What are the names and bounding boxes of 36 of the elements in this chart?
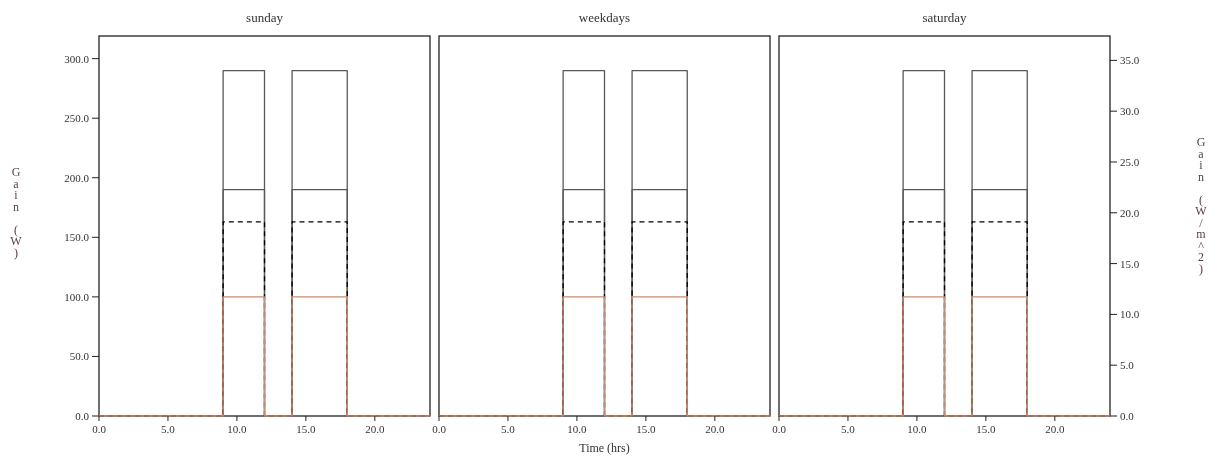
- chart-title: weekdays: [578, 10, 631, 25]
- text: 0.0: [1120, 410, 1134, 422]
- x-tick-label: 10.0: [567, 423, 588, 435]
- x-tick-label: 20.0: [705, 423, 725, 435]
- text: 5.0: [1120, 359, 1134, 372]
- x-tick-label: 20.0: [1045, 423, 1065, 435]
- x-tick-label: 5.0: [501, 423, 516, 435]
- x-axis-title: Time (hrs): [579, 441, 630, 455]
- text: 35.0: [1120, 54, 1140, 67]
- y-axis-title: Gain (W): [10, 165, 23, 260]
- chart-title: saturday: [922, 10, 968, 25]
- x-tick-label: 15.0: [636, 423, 656, 435]
- text: 10.0: [1120, 308, 1140, 321]
- y-tick-label: 0.0: [75, 410, 90, 422]
- x-tick-label: 20.0: [365, 423, 385, 435]
- y-tick-label: 100.0: [64, 290, 90, 303]
- y-tick-label: 150.0: [64, 231, 90, 244]
- text: 15.0: [1120, 257, 1140, 270]
- x-tick-label: 5.0: [841, 423, 856, 435]
- y-tick-label: 200.0: [64, 171, 90, 184]
- y-tick-label: 300.0: [64, 52, 90, 65]
- x-tick-label: 15.0: [976, 423, 996, 435]
- text: 20.0: [1120, 206, 1140, 219]
- text: Gain (W/m^2): [1195, 135, 1207, 276]
- x-tick-label: 15.0: [296, 423, 316, 435]
- x-tick-label: 5.0: [161, 423, 176, 435]
- text: 30.0: [1120, 105, 1140, 118]
- y-tick-label: 50.0: [69, 350, 90, 363]
- x-tick-label: 0.0: [432, 423, 447, 435]
- chart-title: sunday: [246, 10, 284, 25]
- x-tick-label: 10.0: [907, 423, 928, 435]
- x-tick-label: 10.0: [227, 423, 248, 435]
- x-tick-label: 0.0: [92, 423, 107, 435]
- x-tick-label: 0.0: [772, 423, 787, 435]
- y-tick-label: 250.0: [64, 112, 90, 125]
- text: 25.0: [1120, 155, 1140, 168]
